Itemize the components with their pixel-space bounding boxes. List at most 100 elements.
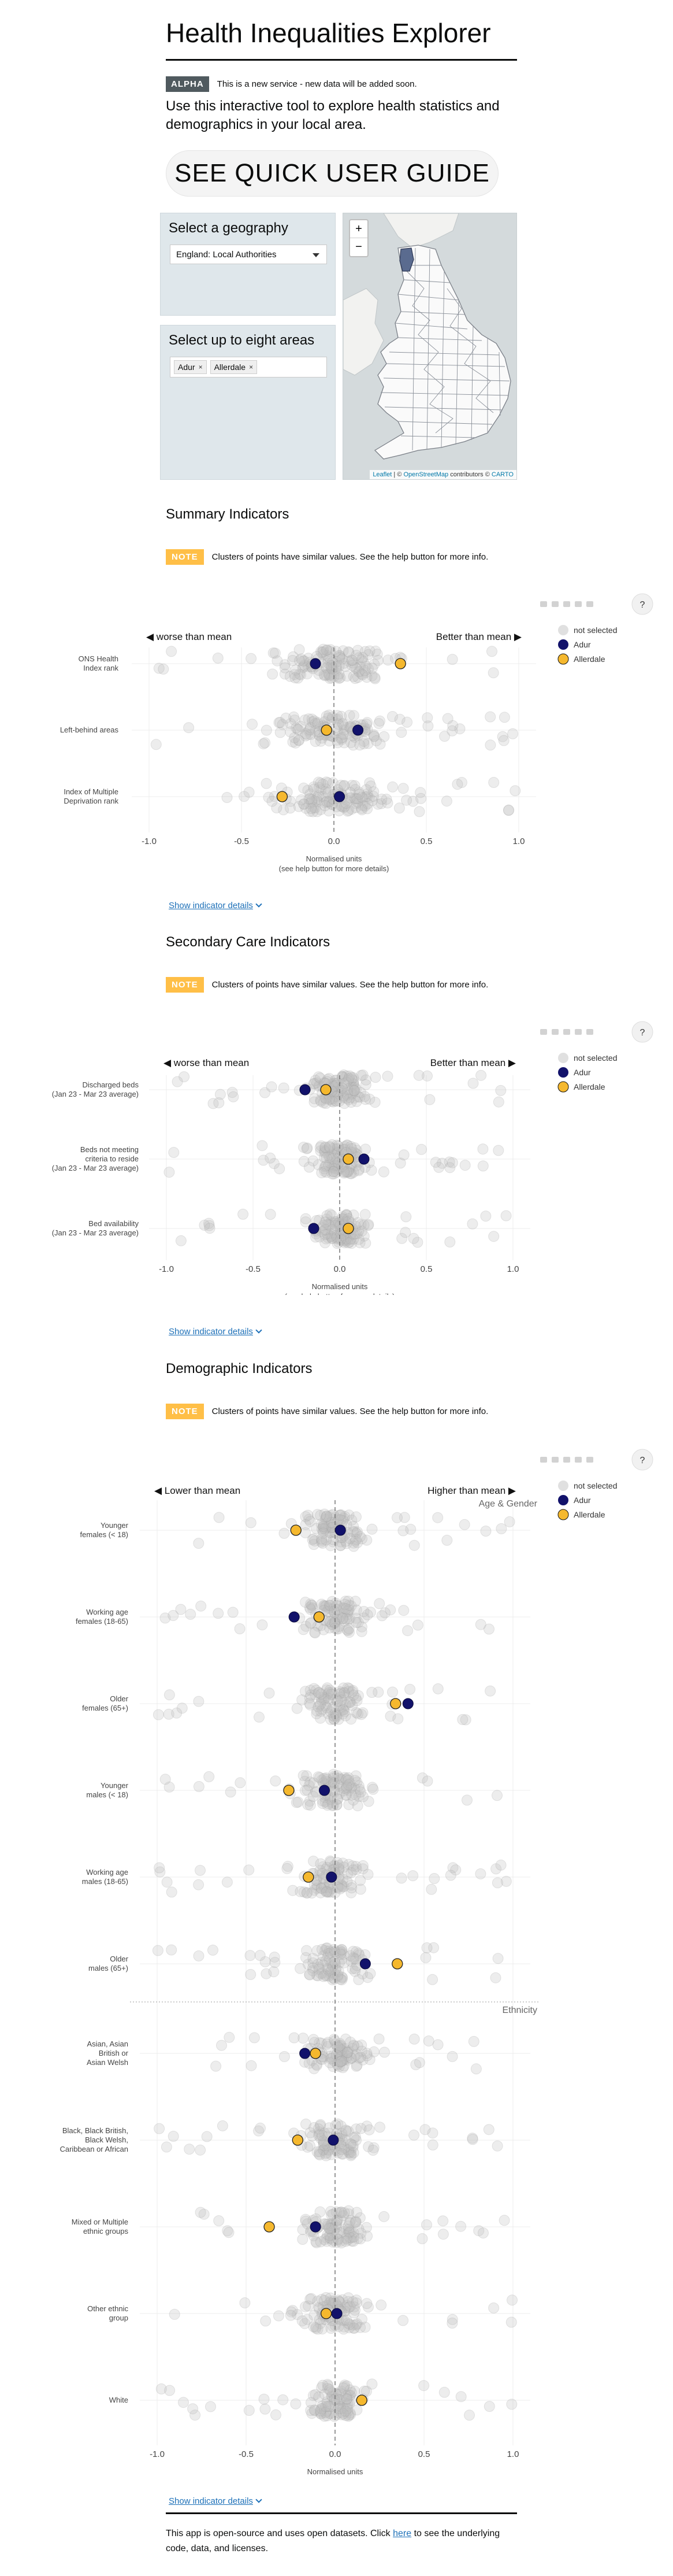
area1-point[interactable] — [358, 1153, 370, 1165]
remove-icon[interactable]: × — [198, 363, 203, 371]
demographic-details-link[interactable]: Show indicator details — [169, 2496, 262, 2506]
help-circle[interactable] — [631, 593, 653, 615]
camera-icon[interactable] — [540, 1457, 547, 1463]
help-button[interactable]: ? — [631, 593, 653, 615]
area1-point[interactable] — [288, 1611, 300, 1623]
area2-point[interactable] — [276, 791, 288, 802]
area2-point[interactable] — [263, 2221, 275, 2233]
plot-toolbar[interactable] — [540, 601, 593, 607]
source-code-link[interactable]: here — [393, 2529, 412, 2538]
not-selected-point — [258, 2393, 270, 2405]
leaflet-link[interactable]: Leaflet — [373, 471, 392, 478]
home-icon[interactable] — [586, 1457, 593, 1463]
legend-area2-marker[interactable] — [557, 653, 569, 665]
area1-point[interactable] — [334, 791, 345, 802]
area1-point[interactable] — [310, 658, 321, 669]
areas-select[interactable]: Adur × Allerdale × — [170, 357, 327, 377]
zoom-out-icon[interactable] — [575, 601, 582, 607]
area2-point[interactable] — [313, 1611, 325, 1623]
legend-not-selected-marker[interactable] — [558, 1053, 568, 1063]
help-circle[interactable] — [631, 1021, 653, 1043]
help-button[interactable]: ? — [631, 1449, 653, 1471]
area1-point[interactable] — [331, 2308, 343, 2319]
area1-point[interactable] — [308, 1223, 319, 1234]
area2-point[interactable] — [290, 1524, 302, 1536]
not-selected-point — [313, 2130, 325, 2141]
remove-icon[interactable]: × — [249, 363, 254, 371]
osm-link[interactable]: OpenStreetMap — [403, 471, 449, 478]
pan-icon[interactable] — [552, 1029, 559, 1035]
area-chip-allerdale[interactable]: Allerdale × — [210, 360, 258, 374]
area2-point[interactable] — [321, 724, 332, 736]
zoom-in-button[interactable]: + — [350, 220, 367, 238]
zoom-out-button[interactable]: − — [355, 240, 362, 253]
area2-point[interactable] — [343, 1153, 354, 1165]
legend-not-selected-marker[interactable] — [558, 1481, 568, 1491]
legend-area1-marker[interactable] — [558, 639, 568, 650]
not-selected-point — [340, 2405, 351, 2417]
area1-point[interactable] — [326, 1871, 337, 1883]
map-canvas[interactable] — [343, 213, 517, 480]
area2-point[interactable] — [320, 2308, 332, 2319]
area2-point[interactable] — [283, 1785, 295, 1796]
not-selected-point — [266, 795, 278, 807]
area1-point[interactable] — [328, 2134, 339, 2146]
not-selected-point — [336, 2055, 348, 2067]
area1-point[interactable] — [334, 1524, 346, 1536]
secondary-care-details-link[interactable]: Show indicator details — [169, 1327, 262, 1337]
area2-point[interactable] — [395, 658, 406, 669]
area1-point[interactable] — [299, 1084, 311, 1095]
not-selected-point — [329, 1163, 341, 1174]
not-selected-point — [351, 2297, 362, 2309]
legend-area2-marker[interactable] — [557, 1509, 569, 1520]
area1-point[interactable] — [299, 2048, 311, 2059]
not-selected-point — [322, 2398, 333, 2410]
area2-point[interactable] — [320, 1084, 332, 1095]
area2-point[interactable] — [392, 1958, 403, 1970]
legend-area1-marker[interactable] — [558, 1067, 568, 1078]
area2-point[interactable] — [343, 1223, 354, 1234]
zoom-in-icon[interactable] — [563, 601, 570, 607]
zoom-out-icon[interactable] — [575, 1457, 582, 1463]
legend-not-selected-marker[interactable] — [558, 625, 568, 635]
area2-point[interactable] — [310, 2048, 321, 2059]
help-circle[interactable] — [631, 1449, 653, 1471]
zoom-in-icon[interactable] — [563, 1029, 570, 1035]
home-icon[interactable] — [586, 1029, 593, 1035]
legend-area2-marker[interactable] — [557, 1081, 569, 1093]
geography-select[interactable]: England: Local Authorities — [170, 245, 327, 264]
help-button[interactable]: ? — [631, 1021, 653, 1043]
zoom-in-icon[interactable] — [563, 1457, 570, 1463]
area1-point[interactable] — [352, 724, 364, 736]
plot-toolbar[interactable] — [540, 1029, 593, 1035]
carto-link[interactable]: CARTO — [491, 471, 514, 478]
area-chip-adur[interactable]: Adur × — [174, 360, 207, 374]
not-selected-point — [336, 2044, 347, 2056]
area2-point[interactable] — [390, 1698, 401, 1709]
home-icon[interactable] — [586, 601, 593, 607]
pan-icon[interactable] — [552, 1457, 559, 1463]
pan-icon[interactable] — [552, 601, 559, 607]
area-map[interactable]: + − Leaflet | © OpenStreetMap contributo… — [343, 213, 517, 480]
area1-point[interactable] — [319, 1785, 330, 1796]
zoom-out-icon[interactable] — [575, 1029, 582, 1035]
camera-icon[interactable] — [540, 601, 547, 607]
area2-point[interactable] — [303, 1871, 314, 1883]
area1-point[interactable] — [310, 2221, 321, 2233]
quick-user-guide-button[interactable]: SEE QUICK USER GUIDE — [166, 150, 499, 197]
area2-point[interactable] — [292, 2134, 303, 2146]
area1-point[interactable] — [359, 1958, 371, 1970]
area2-point[interactable] — [356, 2394, 367, 2406]
camera-icon[interactable] — [540, 1029, 547, 1035]
area1-point[interactable] — [402, 1698, 414, 1709]
legend-area1-marker[interactable] — [558, 1495, 568, 1505]
not-selected-point — [282, 1860, 293, 1872]
summary-details-link[interactable]: Show indicator details — [169, 901, 262, 911]
plot-toolbar[interactable] — [540, 1457, 593, 1463]
